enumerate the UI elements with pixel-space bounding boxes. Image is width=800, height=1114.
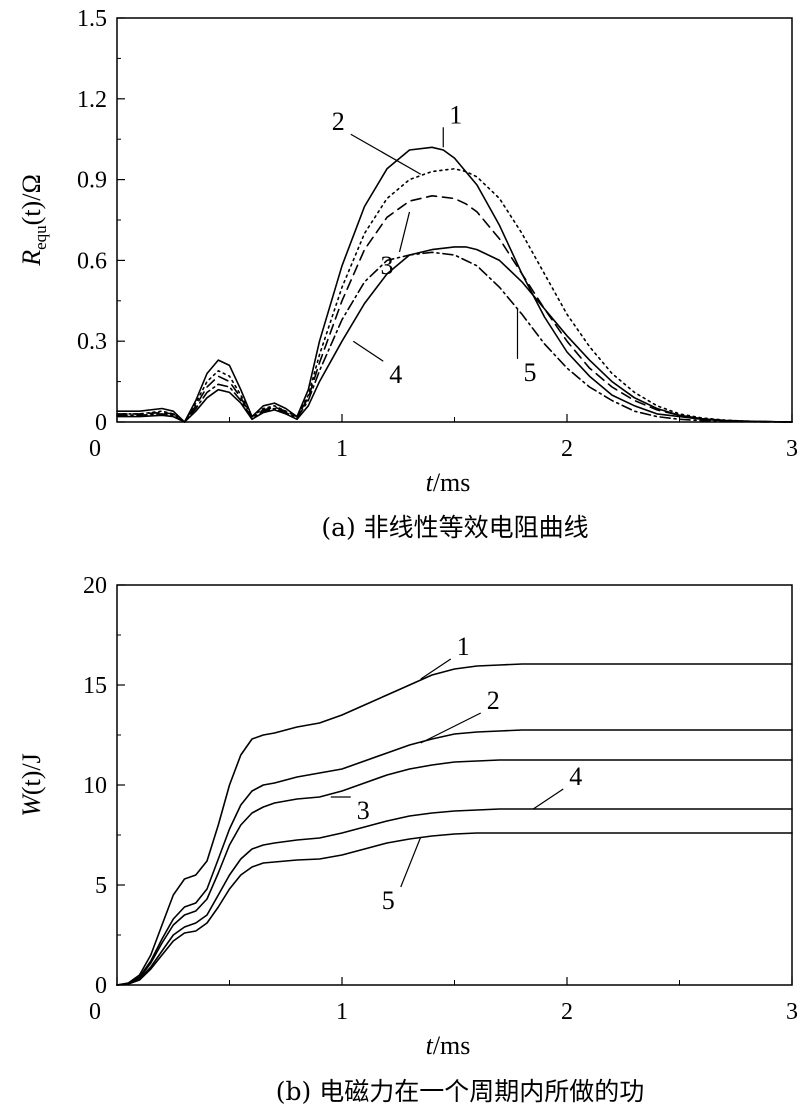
- leader-line-3: [398, 211, 411, 253]
- series-line-1: [116, 663, 793, 986]
- curve-label-5: 5: [524, 358, 537, 387]
- series-line-1: [116, 146, 793, 423]
- panel-b-y-axis-label: W(t)/J: [17, 753, 46, 817]
- panel-b-plot-frame: [116, 584, 793, 986]
- y-tick-label: 0.9: [77, 168, 107, 194]
- series-line-2: [116, 168, 793, 423]
- curve-label-2: 2: [332, 107, 345, 136]
- y-tick-label: 15: [83, 673, 107, 699]
- leader-line-5: [400, 836, 422, 888]
- curve-label-1: 1: [449, 100, 462, 129]
- panel-b-caption: (b) 电磁力在一个周期内所做的功: [276, 1077, 644, 1106]
- y-tick-label: 0: [95, 410, 107, 436]
- series-line-3: [116, 759, 793, 986]
- leader-line-4: [352, 340, 384, 362]
- y-tick-label: 1.5: [77, 6, 107, 32]
- curve-label-4: 4: [569, 762, 582, 791]
- curve-label-3: 3: [381, 251, 394, 280]
- y-tick-label: 10: [83, 773, 107, 799]
- y-tick-label: 0: [95, 973, 107, 999]
- x-tick-label: 2: [561, 436, 573, 462]
- leader-line-2: [350, 133, 422, 175]
- series-line-5: [116, 832, 793, 986]
- panel-a-curve-labels: 1 2 3 4 5: [332, 100, 537, 389]
- panel-a-leader-lines: [350, 127, 519, 362]
- panel-a-ticks: 0 0.3 0.6 0.9 1.2 1.5 0 1 2 3: [77, 6, 798, 462]
- series-line-3: [116, 195, 793, 423]
- curve-label-4: 4: [389, 360, 402, 389]
- x-tick-label: 1: [336, 999, 348, 1025]
- panel-a-caption: (a) 非线性等效电阻曲线: [321, 513, 588, 542]
- leader-line-2: [420, 712, 482, 744]
- y-tick-label: 20: [83, 573, 107, 599]
- series-line-4: [116, 808, 793, 986]
- panel-b-leader-lines: [330, 658, 564, 888]
- panel-b-x-axis-label: t/ms: [426, 1031, 471, 1060]
- x-tick-label: 2: [561, 999, 573, 1025]
- x-tick-label: 3: [786, 999, 798, 1025]
- x-tick-label: 3: [786, 436, 798, 462]
- series-line-4: [116, 246, 793, 423]
- y-tick-label: 1.2: [77, 87, 107, 113]
- panel-a-chart: 0 0.3 0.6 0.9 1.2 1.5 0 1 2 3 1 2 3 4 5 t/ms Requ(t)/…: [17, 6, 798, 542]
- y-tick-label: 5: [95, 873, 107, 899]
- series-line-5: [116, 251, 793, 423]
- y-tick-label: 0.3: [77, 329, 107, 355]
- panel-b-curve-labels: 12 3 4 5: [357, 632, 583, 915]
- panel-a-series: [116, 146, 793, 423]
- curve-label-5: 5: [382, 886, 395, 915]
- panel-a-y-axis-label: Requ(t)/Ω: [17, 174, 50, 267]
- curve-label-3: 3: [357, 796, 370, 825]
- curve-label-1: 1: [457, 632, 470, 661]
- series-line-2: [116, 729, 793, 986]
- panel-b-series: [116, 663, 793, 986]
- x-tick-label: 0: [89, 436, 101, 462]
- x-tick-label: 0: [89, 999, 101, 1025]
- leader-line-1: [420, 658, 452, 680]
- x-tick-label: 1: [336, 436, 348, 462]
- leader-line-4: [532, 788, 564, 810]
- panel-a-x-axis-label: t/ms: [426, 468, 471, 497]
- y-tick-label: 0.6: [77, 248, 107, 274]
- curve-label-2: 2: [487, 686, 500, 715]
